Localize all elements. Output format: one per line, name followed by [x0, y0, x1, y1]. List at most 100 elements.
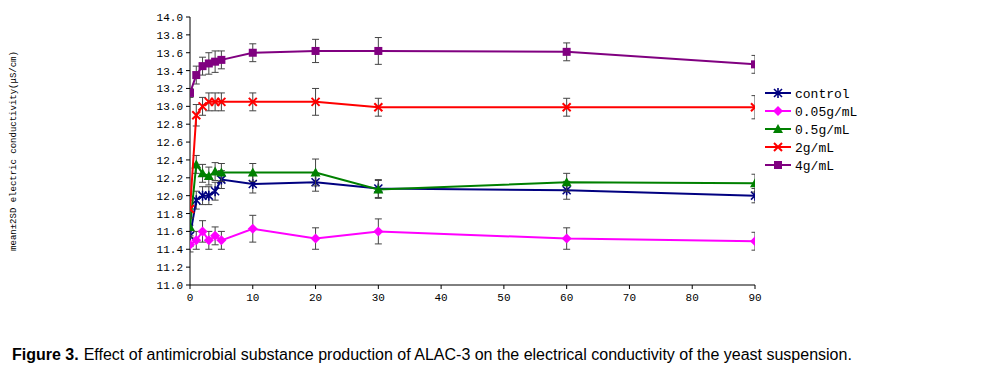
marker [192, 111, 200, 119]
marker [217, 56, 225, 64]
marker [563, 48, 571, 56]
y-tick-label: 14.0 [157, 12, 183, 24]
marker [249, 98, 257, 106]
marker [190, 89, 194, 97]
y-tick-label: 11.2 [157, 262, 183, 274]
marker [751, 60, 755, 68]
caption-label: Figure 3. [12, 346, 79, 363]
x-tick-label: 80 [686, 292, 699, 304]
series-line [190, 102, 755, 209]
x-tick [378, 285, 379, 289]
marker [216, 235, 226, 245]
x-tick-label: 90 [748, 292, 761, 304]
marker [217, 98, 225, 106]
marker [248, 224, 258, 234]
error-bar [375, 38, 382, 65]
caption: Figure 3. Effect of antimicrobial substan… [12, 346, 852, 363]
y-tick [186, 285, 190, 286]
x-tick-label: 50 [497, 292, 510, 304]
plot-area [190, 38, 755, 252]
x-tick [252, 285, 253, 289]
y-tick [186, 106, 190, 107]
y-tick [186, 213, 190, 214]
error-bar [752, 55, 756, 73]
y-tick-label: 13.6 [157, 48, 183, 60]
marker [216, 167, 226, 176]
marker [562, 177, 572, 186]
y-tick-label: 11.8 [157, 209, 183, 221]
legend-label: 0.5g/mL [795, 123, 850, 138]
marker [773, 106, 783, 116]
y-tick [186, 88, 190, 89]
caption-text: Effect of antimicrobial substance produc… [84, 346, 852, 363]
y-tick [186, 249, 190, 250]
marker [751, 103, 755, 111]
x-tick-label: 60 [560, 292, 573, 304]
y-tick [186, 124, 190, 125]
marker [311, 167, 321, 176]
y-tick [186, 195, 190, 196]
marker [190, 222, 195, 231]
error-bar [249, 44, 256, 62]
marker [312, 98, 320, 106]
y-tick-label: 13.0 [157, 101, 183, 113]
x-tick [441, 285, 442, 289]
error-bar [563, 43, 570, 61]
marker [373, 184, 383, 193]
legend-label: 2g/mL [795, 141, 834, 156]
marker [198, 168, 208, 177]
marker [249, 49, 257, 57]
x-tick [755, 285, 756, 289]
y-tick [186, 177, 190, 178]
marker [774, 143, 782, 151]
marker [750, 178, 755, 187]
marker [774, 88, 782, 98]
x-tick-label: 20 [309, 292, 322, 304]
error-bar [190, 88, 194, 97]
y-tick [186, 70, 190, 71]
y-tick [186, 267, 190, 268]
marker [373, 226, 383, 236]
x-tick [566, 285, 567, 289]
series-line [190, 164, 755, 227]
y-tick-label: 12.6 [157, 137, 183, 149]
x-tick [190, 285, 191, 289]
x-tick-label: 70 [623, 292, 636, 304]
marker [192, 71, 200, 79]
marker [198, 226, 208, 236]
y-tick [186, 34, 190, 35]
marker [211, 186, 219, 196]
y-tick-label: 11.0 [157, 280, 183, 292]
y-tick-label: 12.4 [157, 155, 184, 167]
marker [311, 234, 321, 244]
marker [750, 236, 755, 246]
marker [374, 47, 382, 55]
y-tick-label: 13.2 [157, 83, 183, 95]
legend-label: control [795, 87, 850, 102]
y-tick-label: 11.6 [157, 226, 183, 238]
x-tick [629, 285, 630, 289]
marker [563, 103, 571, 111]
marker [190, 205, 194, 213]
marker [248, 167, 258, 176]
y-tick-label: 12.8 [157, 119, 183, 131]
x-tick-label: 0 [187, 292, 194, 304]
y-tick [186, 17, 190, 18]
y-tick-label: 12.2 [157, 173, 183, 185]
y-tick [186, 159, 190, 160]
x-tick-label: 30 [372, 292, 385, 304]
y-tick-label: 13.4 [157, 66, 184, 78]
y-tick-label: 13.8 [157, 30, 183, 42]
error-bar [218, 51, 225, 69]
y-tick-label: 11.4 [157, 244, 184, 256]
legend: control0.05g/mL0.5g/mL2g/mL4g/mL [765, 87, 857, 174]
x-tick-label: 40 [435, 292, 448, 304]
chart: 11.0 11.2 11.4 11.6 11.8 12.0 12.2 12.4 12.6 12.8… [0, 0, 993, 376]
series-line [190, 51, 755, 93]
x-tick [315, 285, 316, 289]
x-axis [190, 285, 755, 286]
series-line [190, 229, 755, 245]
y-tick [186, 231, 190, 232]
y-tick-label: 12.0 [157, 191, 183, 203]
series-line [190, 180, 755, 236]
